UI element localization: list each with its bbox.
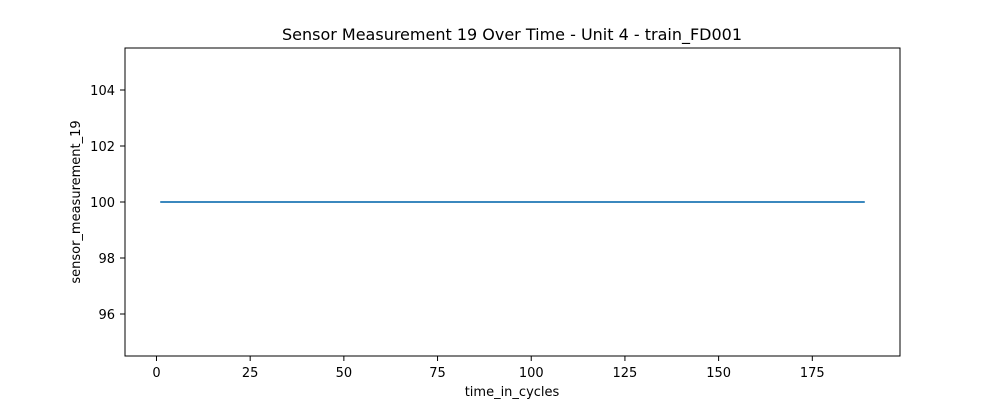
y-tick-label-104: 104 bbox=[90, 84, 115, 99]
y-tick-label-102: 102 bbox=[90, 140, 115, 155]
x-tick-label-0: 0 bbox=[152, 366, 160, 381]
x-tick-label-75: 75 bbox=[429, 366, 446, 381]
x-tick-label-175: 175 bbox=[800, 366, 825, 381]
x-tick-label-50: 50 bbox=[336, 366, 353, 381]
plot-frame bbox=[124, 47, 901, 357]
y-tick-label-96: 96 bbox=[98, 308, 115, 323]
x-tick-label-25: 25 bbox=[242, 366, 259, 381]
x-tick-label-150: 150 bbox=[706, 366, 731, 381]
y-tick-label-100: 100 bbox=[90, 196, 115, 211]
x-axis-label: time_in_cycles bbox=[465, 385, 560, 400]
x-tick-label-125: 125 bbox=[613, 366, 638, 381]
x-tick-label-100: 100 bbox=[519, 366, 544, 381]
ticks-layer: 0 25 50 75 100 125 150 175 96 98 100 102 104 bbox=[90, 84, 825, 381]
y-tick-label-98: 98 bbox=[98, 252, 115, 267]
chart-title: Sensor Measurement 19 Over Time - Unit 4… bbox=[282, 25, 742, 45]
y-axis-label: sensor_measurement_19 bbox=[69, 120, 84, 283]
